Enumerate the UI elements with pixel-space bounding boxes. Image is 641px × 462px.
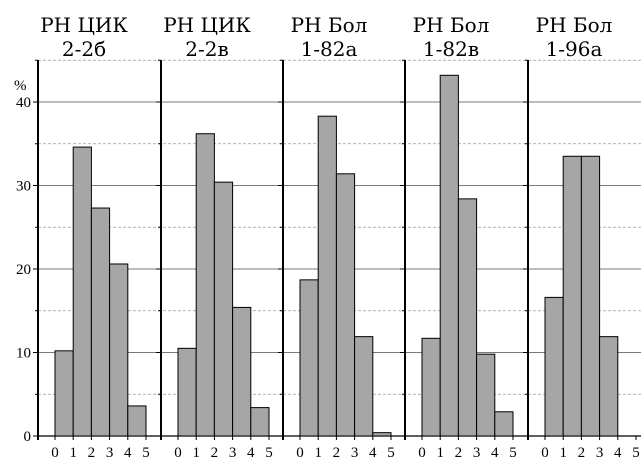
x-tick-label: 2 [455,445,463,461]
y-tick-label: 20 [16,262,31,278]
x-tick-label: 1 [559,445,567,461]
histogram-bar [317,115,337,437]
y-tick-label: 40 [16,95,31,111]
x-tick-label: 0 [174,445,182,461]
panel-title: РН ЦИК [163,13,251,37]
panel-subtitle: 1-96а [546,37,603,61]
panel-subtitle: 1-82а [301,37,358,61]
x-tick-label: 5 [632,445,640,461]
x-tick-label: 4 [491,445,499,461]
histogram-bar [457,198,478,437]
histogram-bar [213,181,234,437]
x-tick-label: 2 [333,445,341,461]
y-tick-label: 10 [16,346,31,362]
histogram-bar [372,432,392,437]
panel-subtitle: 2-2б [62,37,106,61]
panel-title: РН Бол [536,13,613,37]
histogram-bar [54,350,74,437]
x-tick-label: 1 [314,445,322,461]
x-tick-label: 2 [88,445,96,461]
histogram-bar [299,279,319,437]
histogram-bar [439,74,459,437]
histogram-bar [544,296,564,437]
x-tick-label: 5 [509,445,517,461]
y-tick-label: 0 [24,429,32,445]
histogram-bar [494,411,514,437]
x-tick-label: 1 [69,445,77,461]
histogram-bar [127,405,147,437]
x-tick-label: 5 [142,445,150,461]
x-tick-label: 4 [369,445,377,461]
x-tick-label: 3 [351,445,359,461]
panel-subtitle: 1-82в [423,37,479,61]
x-tick-label: 4 [247,445,255,461]
x-tick-label: 0 [541,445,549,461]
histogram-bar [580,155,601,437]
panel-title: РН ЦИК [40,13,128,37]
x-tick-label: 5 [387,445,395,461]
panel-title: РН Бол [413,13,490,37]
x-tick-label: 3 [473,445,481,461]
x-tick-label: 1 [192,445,200,461]
x-tick-label: 3 [596,445,604,461]
histogram-bar [476,353,496,437]
histogram-bar [72,146,92,437]
x-tick-label: 2 [578,445,586,461]
x-tick-label: 4 [124,445,132,461]
histogram-bar [562,155,582,437]
panel-title: РН Бол [291,13,368,37]
histogram-bar [109,263,129,437]
histogram-bar [177,347,197,437]
y-tick-label: 30 [16,179,31,195]
x-tick-label: 3 [229,445,237,461]
x-tick-label: 4 [614,445,622,461]
histogram-bar [421,337,441,437]
histogram-bar [599,336,619,437]
histogram-bar [250,407,270,437]
x-tick-label: 5 [265,445,273,461]
histogram-bar [335,173,356,437]
histogram-bar [90,207,111,437]
x-tick-label: 0 [418,445,426,461]
histogram-bar [232,306,252,437]
histogram-bar [354,336,374,437]
x-tick-label: 2 [211,445,219,461]
histogram-bar [195,133,215,437]
x-tick-label: 0 [51,445,59,461]
x-tick-label: 3 [106,445,114,461]
y-axis-label: % [14,78,27,94]
x-tick-label: 0 [296,445,304,461]
panel-subtitle: 2-2в [185,37,228,61]
x-tick-label: 1 [436,445,444,461]
